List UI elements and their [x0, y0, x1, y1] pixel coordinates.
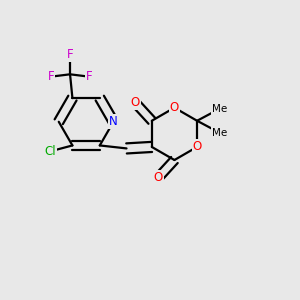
Text: Me: Me	[212, 104, 227, 114]
Text: O: O	[170, 101, 179, 114]
Text: Me: Me	[212, 128, 227, 138]
Text: O: O	[193, 140, 202, 153]
Text: O: O	[131, 96, 140, 110]
Text: Cl: Cl	[44, 145, 56, 158]
Text: F: F	[86, 70, 93, 83]
Text: N: N	[109, 115, 118, 128]
Text: F: F	[67, 49, 73, 62]
Text: F: F	[47, 70, 54, 83]
Text: O: O	[154, 171, 163, 184]
